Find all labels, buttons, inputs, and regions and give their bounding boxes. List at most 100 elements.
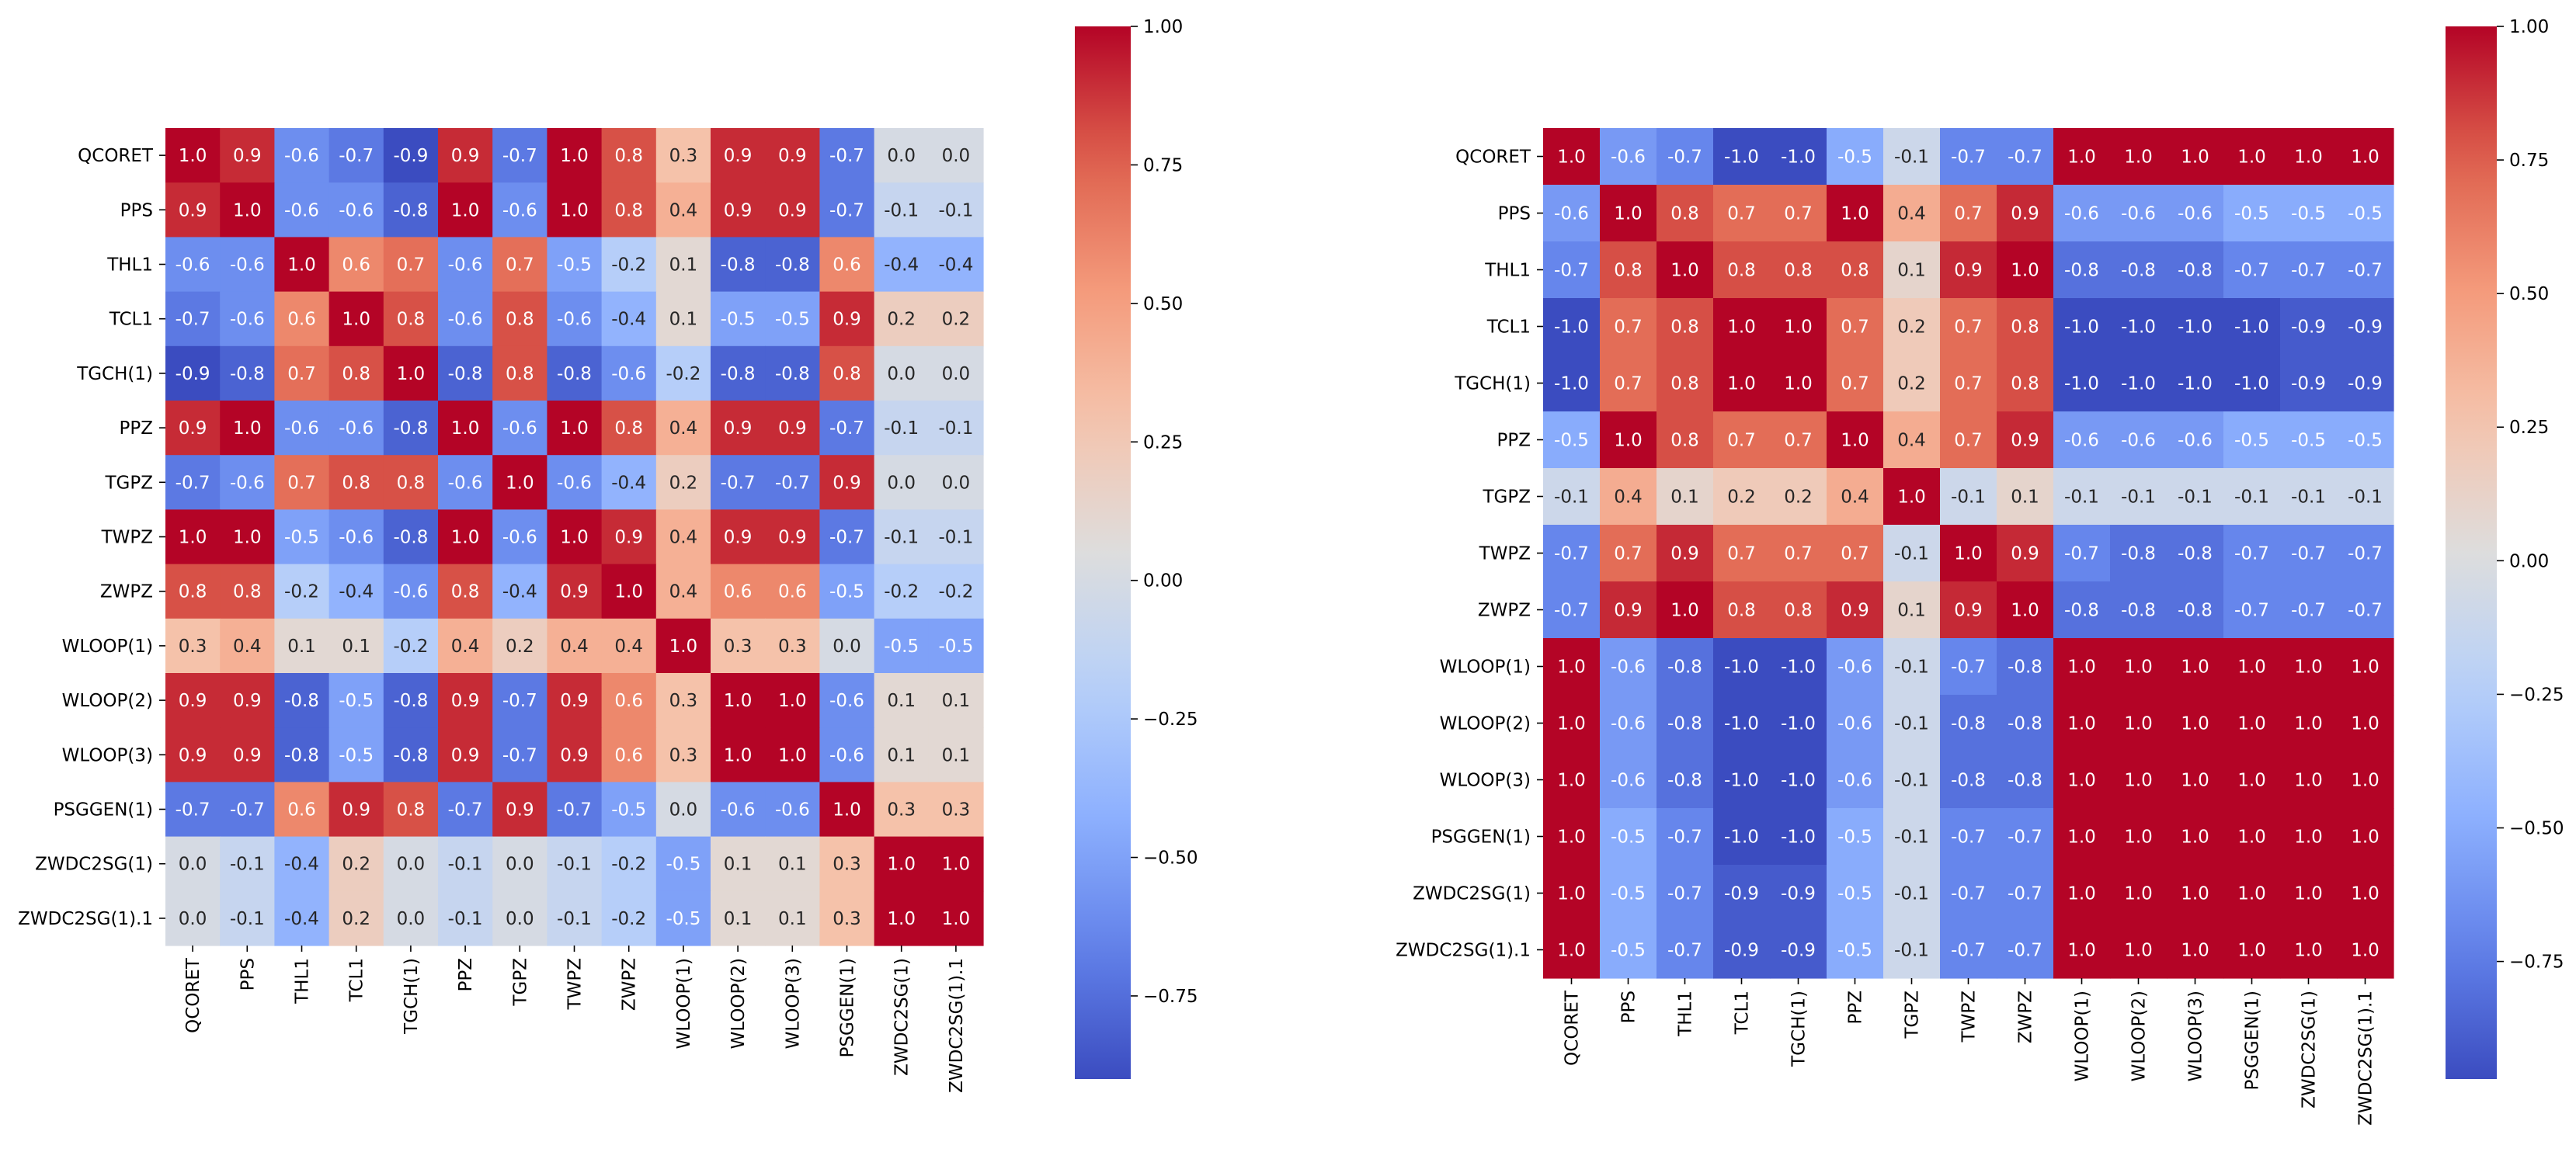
- heatmap-cell: [438, 455, 493, 510]
- heatmap-cell: [220, 401, 275, 456]
- heatmap-cell: [601, 182, 657, 238]
- cell-value-label: 1.0: [2067, 147, 2096, 168]
- cell-value-label: -0.8: [2064, 601, 2099, 621]
- heatmap-cell: [1883, 865, 1941, 922]
- heatmap-cell: [220, 673, 275, 728]
- heatmap-cell: [1997, 241, 2054, 299]
- cell-value-label: -0.4: [502, 582, 537, 602]
- heatmap-cell: [2167, 128, 2224, 186]
- heatmap-cell: [2167, 411, 2224, 469]
- heatmap-cell: [2167, 695, 2224, 752]
- y-tick-label: WLOOP(3): [1440, 771, 1531, 791]
- heatmap-cell: [601, 509, 657, 565]
- heatmap-cell: [1940, 468, 1997, 526]
- cell-value-label: 1.0: [2124, 658, 2153, 678]
- cell-value-label: -0.6: [230, 310, 265, 330]
- cell-value-label: 0.2: [506, 637, 534, 657]
- heatmap-cell: [1997, 298, 2054, 356]
- heatmap-cell: [928, 401, 984, 456]
- cell-value-label: 1.0: [1841, 431, 1869, 451]
- cell-value-label: 0.8: [506, 364, 534, 384]
- cell-value-label: 0.7: [1727, 544, 1756, 564]
- cell-value-label: -0.6: [2178, 431, 2213, 451]
- cell-value-label: -0.6: [557, 473, 592, 493]
- cell-value-label: 0.9: [179, 745, 207, 765]
- heatmap-cell: [2280, 241, 2338, 299]
- heatmap-cell: [2053, 921, 2111, 979]
- cell-value-label: 0.7: [1727, 204, 1756, 224]
- cell-value-label: 0.0: [397, 909, 426, 929]
- cell-value-label: 0.9: [342, 800, 370, 821]
- x-tick-label: ZWDC2SG(1): [892, 958, 913, 1076]
- cell-value-label: -0.5: [884, 637, 919, 657]
- cell-value-label: 0.4: [233, 637, 262, 657]
- cell-value-label: -0.2: [884, 582, 919, 602]
- heatmap-cell: [1883, 581, 1941, 639]
- heatmap-cell: [1940, 355, 1997, 412]
- cell-value-label: 1.0: [2181, 828, 2209, 848]
- cell-value-label: -0.8: [284, 745, 319, 765]
- heatmap-cell: [1827, 865, 1884, 922]
- cell-value-label: -0.7: [1951, 147, 1986, 168]
- cell-value-label: 0.3: [724, 637, 753, 657]
- cell-value-label: 1.0: [342, 310, 370, 330]
- heatmap-cell: [1770, 468, 1827, 526]
- cell-value-label: 0.7: [1784, 431, 1813, 451]
- heatmap-cell: [1600, 298, 1657, 356]
- cell-value-label: 0.1: [942, 691, 971, 711]
- heatmap-cell: [1883, 185, 1941, 242]
- colorbar-tick-label: −0.25: [1143, 710, 1198, 730]
- heatmap-cell: [1656, 355, 1714, 412]
- cell-value-label: 0.4: [669, 582, 698, 602]
- heatmap-cell: [765, 890, 820, 946]
- heatmap-cell: [1713, 695, 1771, 752]
- heatmap-cell: [2223, 921, 2281, 979]
- heatmap-cell: [1940, 411, 1997, 469]
- cell-value-label: -0.8: [393, 745, 428, 765]
- cell-value-label: 1.0: [2294, 714, 2323, 734]
- cell-value-label: -0.5: [2234, 204, 2269, 224]
- heatmap-cell: [2110, 865, 2168, 922]
- heatmap-cell: [2053, 355, 2111, 412]
- cell-value-label: -0.6: [230, 473, 265, 493]
- heatmap-cell: [165, 782, 221, 838]
- cell-value-label: -1.0: [2064, 374, 2099, 394]
- colorbar-tick-label: 0.50: [1143, 294, 1183, 314]
- cell-value-label: -0.7: [502, 691, 537, 711]
- cell-value-label: -0.1: [2064, 488, 2099, 508]
- cell-value-label: -0.7: [2234, 544, 2269, 564]
- cell-value-label: 0.9: [778, 418, 807, 439]
- colorbar-tick-label: 0.75: [2509, 151, 2549, 171]
- cell-value-label: -0.9: [2291, 317, 2326, 338]
- heatmap-cell: [1543, 695, 1601, 752]
- heatmap-cell: [1713, 355, 1771, 412]
- heatmap-cell: [2337, 355, 2394, 412]
- heatmap-cell: [711, 345, 766, 401]
- cell-value-label: -0.9: [393, 146, 428, 166]
- heatmap-cell: [2053, 581, 2111, 639]
- cell-value-label: -0.7: [721, 473, 756, 493]
- cell-value-label: 0.9: [724, 200, 753, 220]
- cell-value-label: -0.5: [2291, 204, 2326, 224]
- cell-value-label: -0.7: [775, 473, 810, 493]
- cell-value-label: -1.0: [1724, 771, 1759, 791]
- cell-value-label: -0.8: [1951, 714, 1986, 734]
- heatmap-cell: [2280, 581, 2338, 639]
- heatmap-cell: [1997, 695, 2054, 752]
- heatmap-cell: [547, 401, 603, 456]
- heatmap-cell: [874, 128, 930, 183]
- heatmap-cell: [2053, 298, 2111, 356]
- cell-value-label: -0.5: [284, 528, 319, 548]
- heatmap-cell: [547, 345, 603, 401]
- heatmap-cell: [1543, 185, 1601, 242]
- heatmap-cell: [2053, 638, 2111, 696]
- cell-value-label: -0.6: [2121, 431, 2156, 451]
- heatmap-cell: [1940, 581, 1997, 639]
- heatmap-cell: [1543, 128, 1601, 186]
- cell-value-label: -0.7: [176, 473, 210, 493]
- heatmap-cell: [1600, 128, 1657, 186]
- cell-value-label: 0.4: [1897, 431, 1926, 451]
- heatmap-cell: [765, 509, 820, 565]
- heatmap-cell: [1883, 921, 1941, 979]
- heatmap-cell: [220, 890, 275, 946]
